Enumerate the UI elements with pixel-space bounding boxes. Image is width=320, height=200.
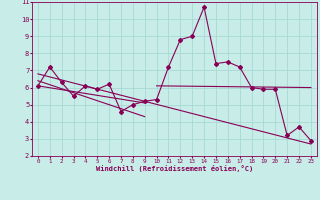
X-axis label: Windchill (Refroidissement éolien,°C): Windchill (Refroidissement éolien,°C)	[96, 165, 253, 172]
